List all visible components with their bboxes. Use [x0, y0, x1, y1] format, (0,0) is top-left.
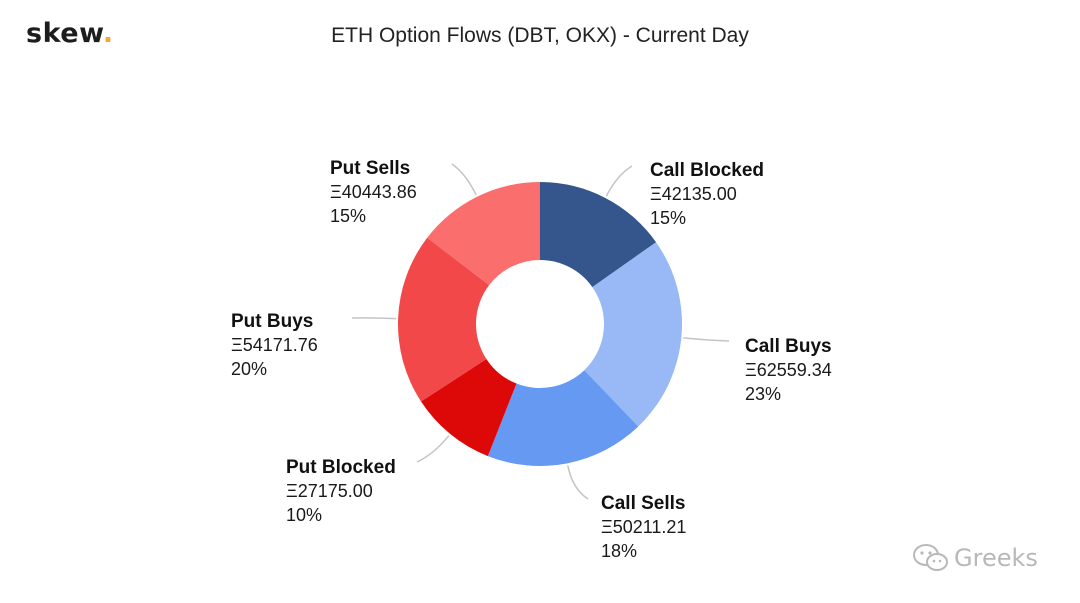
wechat-icon: [913, 544, 948, 571]
slice-put-blocked: [421, 358, 517, 457]
watermark: Greeks: [912, 541, 1038, 575]
leader-line-call-buys: [683, 337, 730, 342]
label-percent-put-sells: 15%: [330, 206, 366, 226]
leader-line-put-buys: [351, 317, 397, 320]
label-percent-call-sells: 18%: [601, 541, 637, 561]
label-value-call-blocked: Ξ42135.00: [650, 184, 737, 204]
label-percent-call-buys: 23%: [745, 384, 781, 404]
brand-dot: .: [102, 18, 114, 49]
slice-call-sells: [487, 370, 639, 466]
label-name-put-sells: Put Sells: [330, 158, 410, 179]
leader-line-put-blocked: [416, 435, 450, 463]
skew-logo: skew.: [26, 18, 114, 49]
watermark-text: Greeks: [954, 544, 1038, 572]
label-name-put-buys: Put Buys: [231, 311, 313, 332]
label-value-call-buys: Ξ62559.34: [745, 360, 832, 380]
label-value-put-buys: Ξ54171.76: [231, 335, 318, 355]
slice-call-blocked: [540, 182, 657, 288]
label-value-put-blocked: Ξ27175.00: [286, 481, 373, 501]
label-percent-put-blocked: 10%: [286, 505, 322, 525]
label-percent-call-blocked: 15%: [650, 208, 686, 228]
label-value-put-sells: Ξ40443.86: [330, 182, 417, 202]
label-name-call-buys: Call Buys: [745, 336, 832, 357]
leader-line-call-blocked: [605, 165, 633, 197]
label-value-call-sells: Ξ50211.21: [601, 517, 686, 537]
leader-line-put-sells: [451, 163, 477, 196]
label-name-call-blocked: Call Blocked: [650, 160, 764, 181]
brand-name: skew: [26, 18, 103, 49]
leader-line-call-sells: [567, 465, 589, 500]
label-name-put-blocked: Put Blocked: [286, 457, 396, 478]
slice-put-sells: [427, 182, 540, 286]
label-name-call-sells: Call Sells: [601, 493, 686, 514]
slice-put-buys: [398, 237, 490, 402]
slice-call-buys: [584, 242, 682, 427]
label-percent-put-buys: 20%: [231, 359, 267, 379]
chart-title: ETH Option Flows (DBT, OKX) - Current Da…: [331, 24, 749, 47]
